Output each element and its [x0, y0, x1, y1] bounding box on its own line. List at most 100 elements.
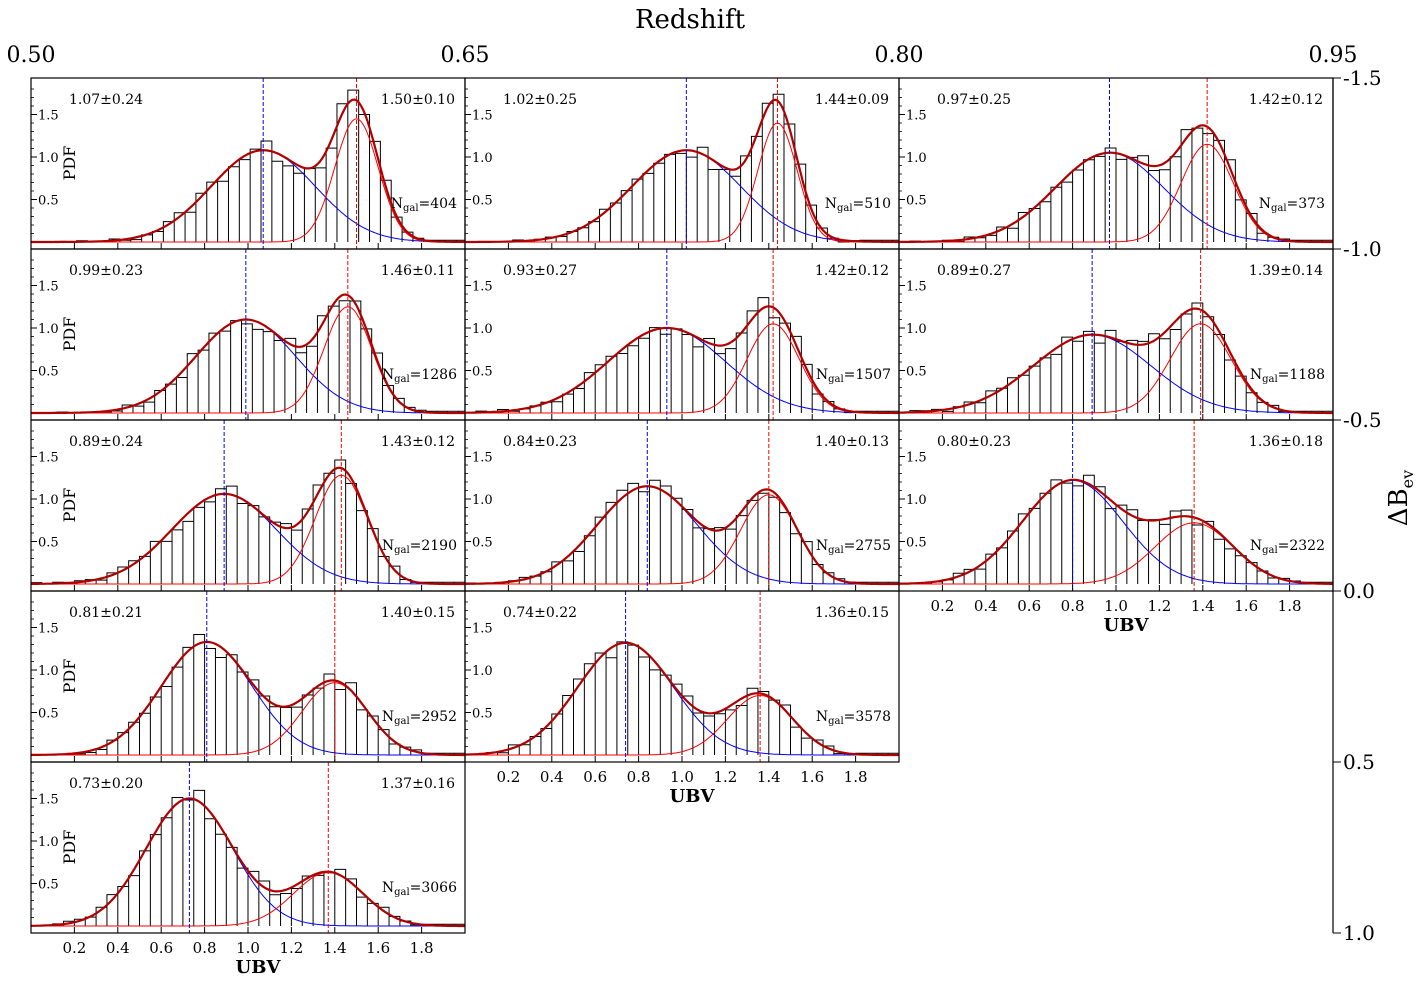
histogram: [31, 789, 465, 927]
total-fit: [465, 305, 899, 415]
pdf-axis-label: PDF: [60, 830, 79, 865]
total-fit: [31, 98, 465, 244]
red-gaussian-fit: [899, 143, 1333, 243]
ngal-label: Ngal=1188: [1250, 367, 1325, 385]
pdf-axis-label: PDF: [60, 659, 79, 694]
x-tick-label: 1.6: [366, 939, 390, 957]
redshift-tick-label: 0.80: [875, 43, 924, 68]
red-peak-label: 1.37±0.16: [381, 776, 455, 792]
blue-peak-label: 1.07±0.24: [69, 92, 143, 108]
ngal-label: Ngal=2322: [1250, 538, 1325, 556]
total-fit: [899, 124, 1333, 244]
histogram: [899, 127, 1333, 243]
x-tick-label: 1.0: [1104, 597, 1128, 615]
red-peak-label: 1.44±0.09: [815, 92, 889, 108]
x-tick-label: 1.8: [1278, 597, 1302, 615]
total-fit: [899, 478, 1333, 585]
panel: 0.5 1.0 1.5 PDF 1.07±0.24 1.50±0.10 Ngal=404: [30, 77, 466, 250]
red-peak-label: 1.36±0.15: [815, 605, 889, 621]
histogram: [465, 479, 899, 585]
ngal-label: Ngal=1507: [816, 367, 891, 385]
y-tick-label: 0.5: [38, 536, 59, 551]
panel: 0.5 1.0 1.5 0.80±0.23 1.36±0.18 Ngal=2322 0.2 0…: [898, 419, 1334, 636]
red-peak-label: 1.43±0.12: [381, 434, 455, 450]
x-tick-label: 1.2: [713, 768, 737, 786]
blue-peak-label: 0.74±0.22: [503, 605, 577, 621]
x-tick-label: 1.4: [323, 939, 347, 957]
y-tick-label: 0.5: [38, 878, 59, 893]
ngal-label: Ngal=2190: [382, 538, 457, 556]
y-tick-label: 1.5: [472, 280, 493, 295]
redshift-tick-label: 0.65: [441, 43, 490, 68]
x-tick-label: 0.8: [627, 768, 651, 786]
delta-b-tick-label: 1.0: [1343, 921, 1375, 945]
ngal-label: Ngal=510: [825, 196, 891, 214]
blue-peak-label: 0.81±0.21: [69, 605, 143, 621]
total-fit: [465, 641, 899, 757]
red-gaussian-fit: [31, 306, 465, 414]
y-tick-label: 1.5: [38, 793, 59, 808]
total-fit: [31, 466, 465, 586]
panel: 0.5 1.0 1.5 0.74±0.22 1.36±0.15 Ngal=3578 0.2 0…: [464, 590, 900, 807]
panel-plot-area: [31, 762, 465, 933]
panel-plot-area: [899, 78, 1333, 249]
x-tick-label: 0.4: [974, 597, 998, 615]
panel: 0.5 1.0 1.5 PDF 0.99±0.23 1.46±0.11 Ngal=1286: [30, 248, 466, 421]
y-tick-label: 1.0: [906, 493, 927, 508]
histogram: [31, 459, 465, 585]
ubv-axis-label: UBV: [670, 786, 716, 807]
y-tick-label: 1.5: [906, 451, 927, 466]
panel-plot-area: [31, 591, 465, 762]
red-gaussian-fit: [465, 323, 899, 414]
red-peak-label: 1.42±0.12: [815, 263, 889, 279]
blue-gaussian-fit: [31, 318, 465, 414]
panel: 0.5 1.0 1.5 PDF 0.81±0.21 1.40±0.15 Ngal=2952: [30, 590, 466, 763]
y-tick-label: 1.0: [38, 151, 59, 166]
delta-b-tick-label: -0.5: [1343, 408, 1382, 432]
y-tick-label: 1.0: [906, 322, 927, 337]
panel-plot-area: [465, 78, 899, 249]
panel: 0.5 1.0 1.5 1.02±0.25 1.44±0.09 Ngal=510: [464, 77, 900, 250]
x-tick-label: 0.8: [1061, 597, 1085, 615]
panel-plot-area: [31, 249, 465, 420]
histogram: [465, 93, 899, 243]
delta-b-axis-label: ΔBev: [1384, 470, 1417, 526]
y-tick-label: 1.0: [472, 664, 493, 679]
histogram: [899, 474, 1333, 585]
pdf-axis-label: PDF: [60, 488, 79, 523]
panel-plot-area: [465, 420, 899, 591]
panel-plot-area: [899, 249, 1333, 420]
ngal-label: Ngal=3066: [382, 880, 457, 898]
y-tick-label: 1.5: [38, 109, 59, 124]
ngal-label: Ngal=373: [1259, 196, 1325, 214]
y-tick-label: 1.0: [38, 322, 59, 337]
ngal-label: Ngal=3578: [816, 709, 891, 727]
ngal-label: Ngal=404: [391, 196, 457, 214]
y-tick-label: 0.5: [472, 194, 493, 209]
x-tick-label: 1.0: [236, 939, 260, 957]
pdf-axis-label: PDF: [60, 317, 79, 352]
blue-peak-label: 0.80±0.23: [937, 434, 1011, 450]
x-tick-label: 0.4: [106, 939, 130, 957]
total-fit: [465, 485, 899, 586]
panel: 0.5 1.0 1.5 PDF 0.73±0.20 1.37±0.16 Ngal=3066 0…: [30, 761, 466, 978]
y-tick-label: 1.0: [472, 151, 493, 166]
panel: 0.5 1.0 1.5 0.97±0.25 1.42±0.12 Ngal=373: [898, 77, 1334, 250]
x-tick-label: 0.2: [930, 597, 954, 615]
y-tick-label: 0.5: [38, 194, 59, 209]
y-tick-label: 1.0: [38, 664, 59, 679]
y-tick-label: 0.5: [906, 365, 927, 380]
x-tick-label: 0.4: [540, 768, 564, 786]
ngal-label: Ngal=2952: [382, 709, 457, 727]
x-tick-label: 0.2: [496, 768, 520, 786]
blue-peak-label: 0.84±0.23: [503, 434, 577, 450]
histogram: [31, 633, 465, 756]
panel-plot-area: [465, 591, 899, 762]
y-tick-label: 0.5: [472, 536, 493, 551]
blue-peak-label: 0.89±0.27: [937, 263, 1011, 279]
blue-peak-label: 0.73±0.20: [69, 776, 143, 792]
delta-b-tick-label: -1.5: [1343, 66, 1382, 90]
